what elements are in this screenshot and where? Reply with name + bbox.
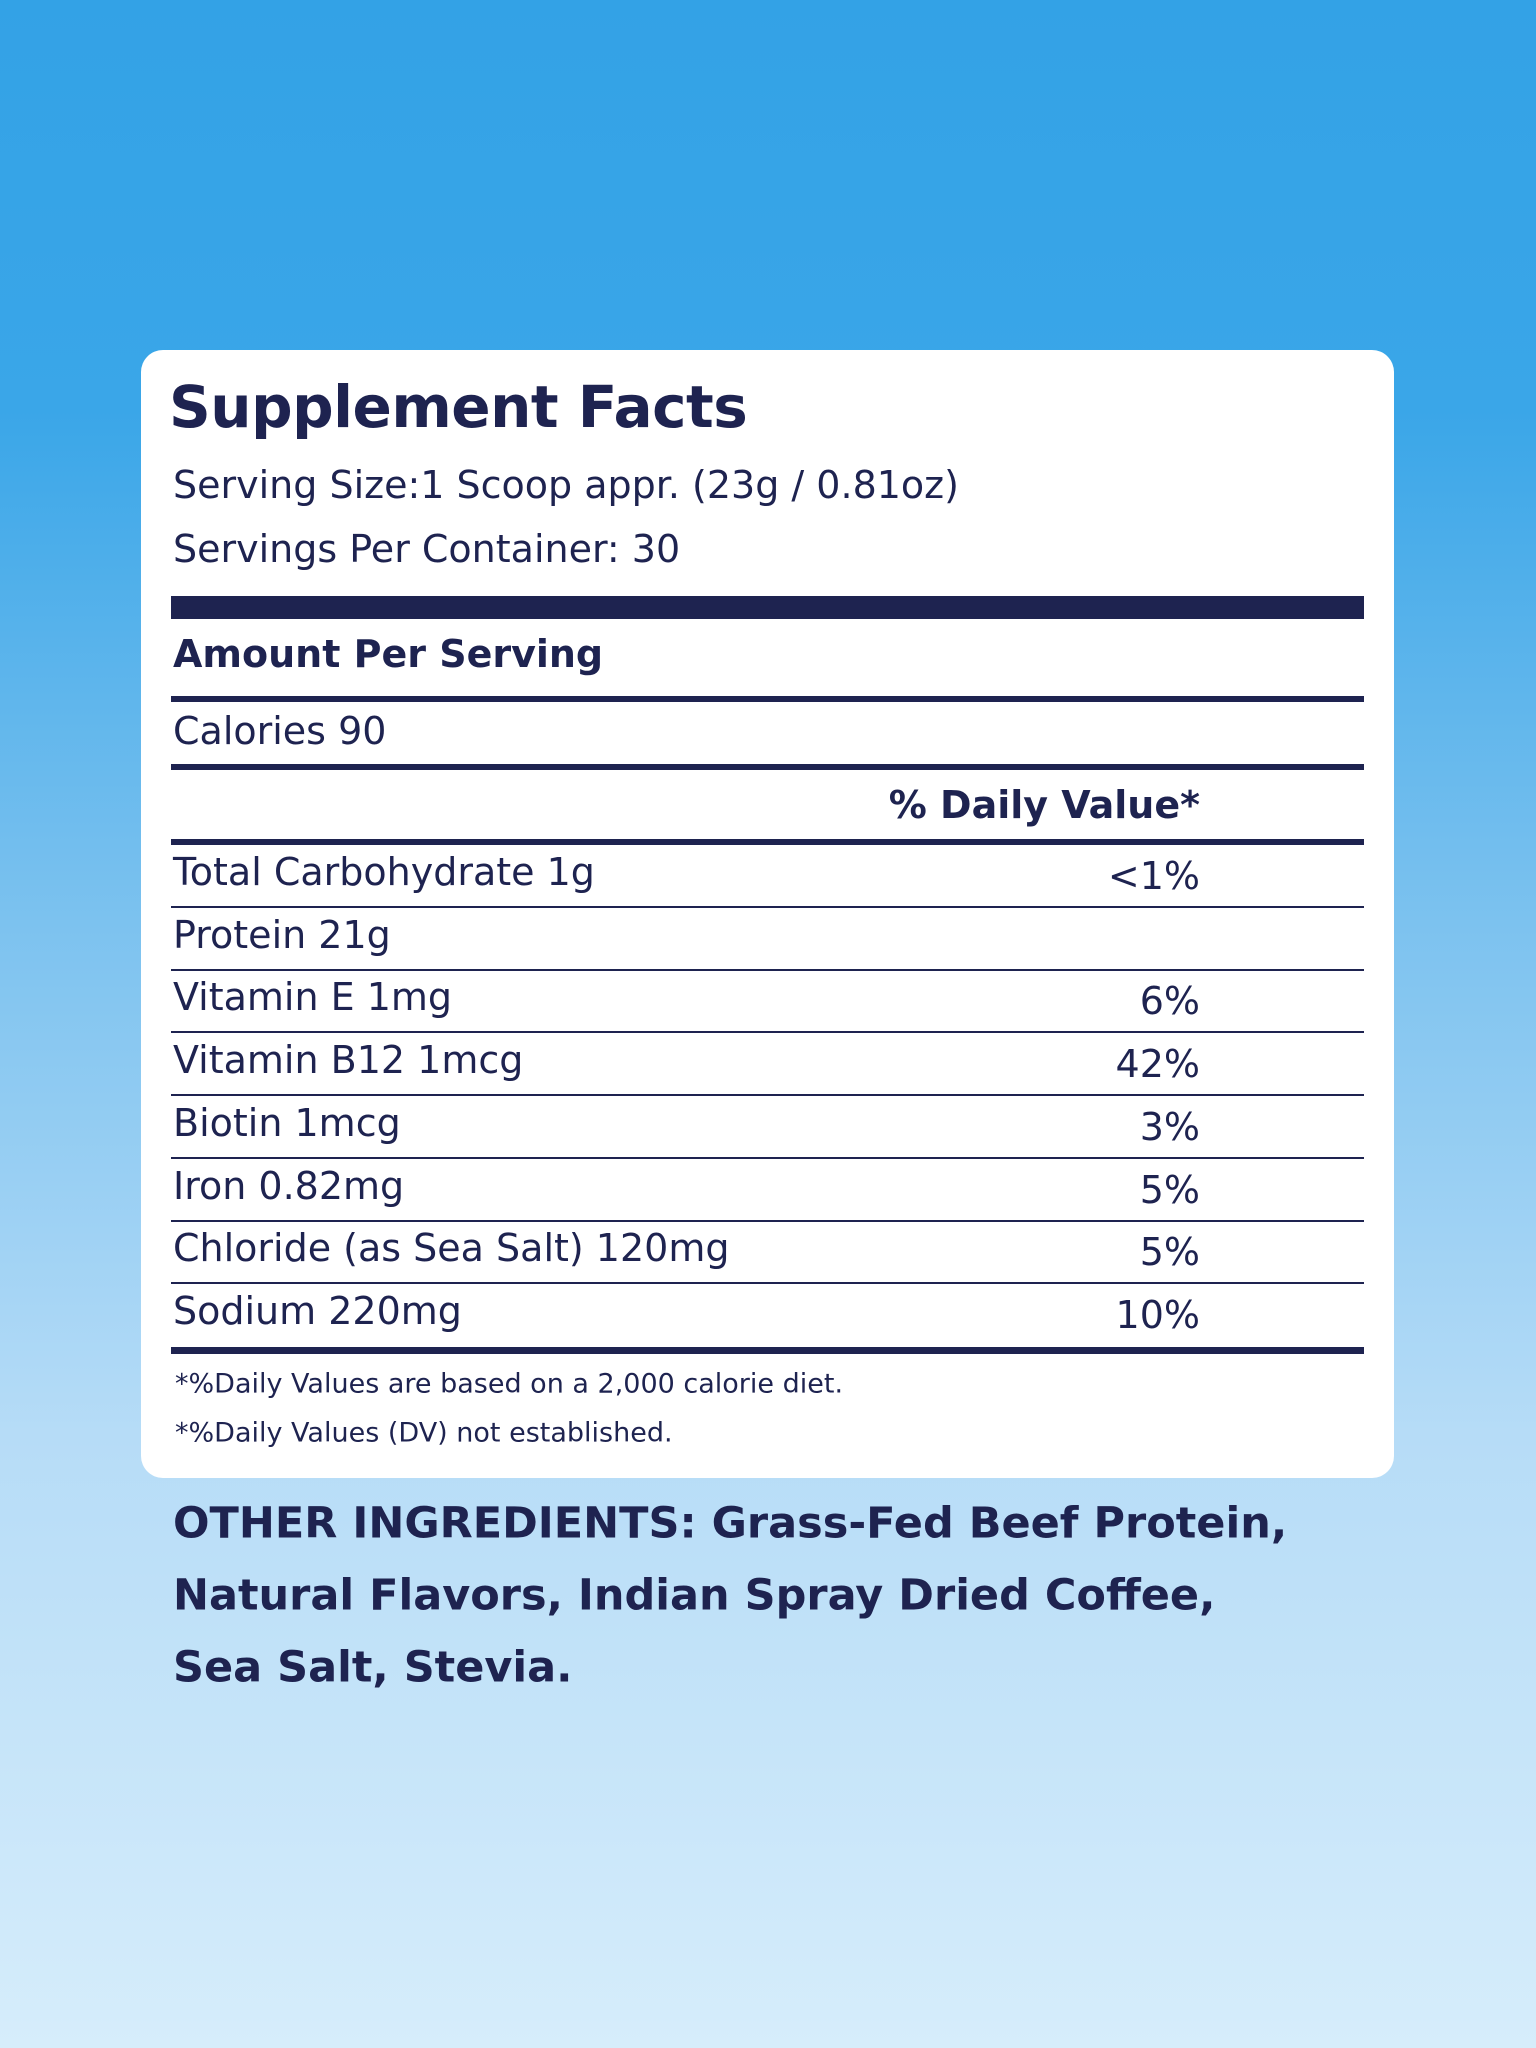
daily-value: 3% [1139,1104,1200,1149]
nutrient-name: Total Carbohydrate 1g [173,850,595,894]
row-rule [171,1031,1364,1034]
servings-per-container: Servings Per Container: 30 [173,527,681,571]
row-rule [171,1094,1364,1097]
ingredients-line: Sea Salt, Stevia. [173,1642,573,1693]
nutrient-name: Sodium 220mg [173,1288,462,1333]
facts-card [141,350,1394,1478]
row-rule [171,1156,1364,1159]
thick-rule [171,596,1364,619]
row-rule [171,968,1364,971]
row-rule [171,1219,1364,1222]
daily-value: 5% [1139,1230,1200,1275]
footnote: *%Daily Values are based on a 2,000 calo… [175,1368,844,1400]
dv-header: % Daily Value* [888,783,1200,827]
rule [171,764,1364,770]
nutrient-name: Iron 0.82mg [173,1163,405,1208]
rule [171,839,1364,845]
daily-value: <1% [1107,854,1200,898]
row-rule [171,906,1364,908]
daily-value: 5% [1139,1167,1200,1212]
amount-per-serving: Amount Per Serving [173,632,604,676]
ingredients-line: Natural Flavors, Indian Spray Dried Coff… [173,1570,1216,1621]
ingredients-line: OTHER INGREDIENTS: Grass-Fed Beef Protei… [173,1498,1288,1549]
nutrient-name: Vitamin B12 1mcg [173,1038,524,1083]
serving-size: Serving Size:1 Scoop appr. (23g / 0.81oz… [173,463,959,507]
rule [171,696,1364,702]
daily-value: 10% [1115,1292,1200,1337]
footnote: *%Daily Values (DV) not established. [175,1417,673,1449]
daily-value: 42% [1115,1042,1200,1087]
nutrient-name: Chloride (as Sea Salt) 120mg [173,1226,730,1271]
calories: Calories 90 [173,709,387,753]
nutrient-name: Vitamin E 1mg [173,975,453,1020]
rule [171,1347,1364,1354]
nutrient-name: Protein 21g [173,912,391,957]
daily-value: 6% [1139,979,1200,1024]
title: Supplement Facts [169,373,748,441]
row-rule [171,1282,1364,1285]
nutrient-name: Biotin 1mcg [173,1100,401,1145]
